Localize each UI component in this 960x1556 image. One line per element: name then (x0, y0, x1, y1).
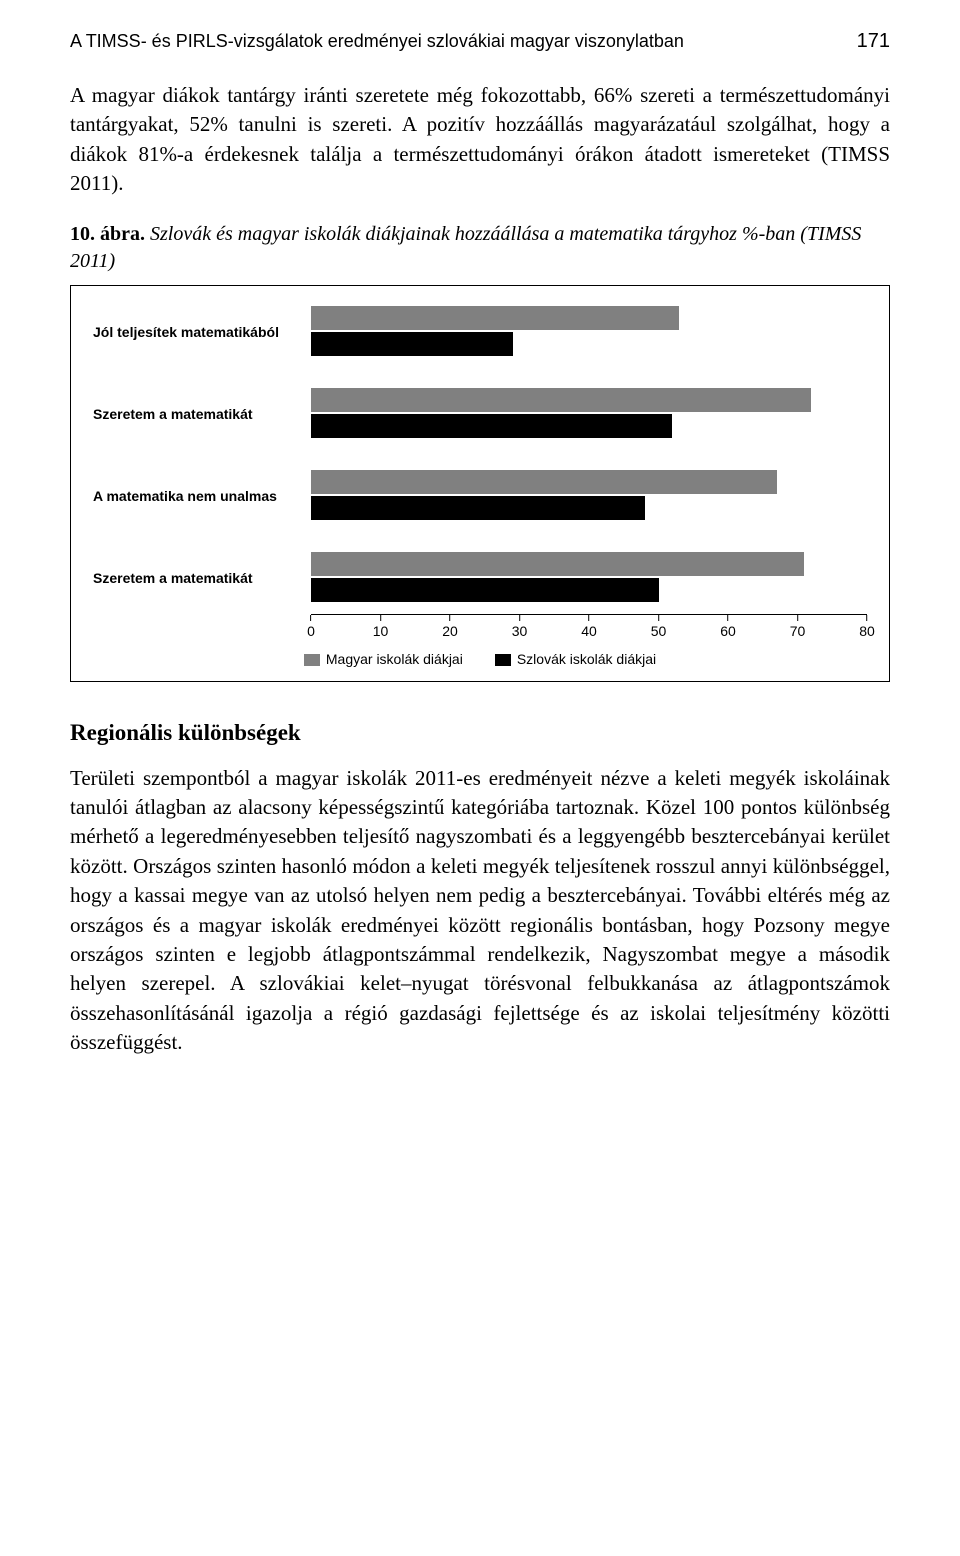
x-axis-tick-label: 0 (307, 623, 315, 639)
chart-category-row: Jól teljesítek matematikából (93, 304, 867, 360)
chart-plot-area: Jól teljesítek matematikából Szeretem a m… (93, 304, 867, 606)
x-axis-tick: 40 (581, 615, 597, 639)
chart-category-row: A matematika nem unalmas (93, 468, 867, 524)
x-axis-tick-mark (380, 615, 381, 621)
chart-container: Jól teljesítek matematikából Szeretem a m… (70, 285, 890, 682)
chart-bars-column (311, 386, 867, 442)
x-axis-tick-label: 40 (581, 623, 597, 639)
x-axis-ticks: 01020304050607080 (311, 615, 867, 639)
chart-bar (311, 332, 513, 356)
chart-category-row: Szeretem a matematikát (93, 386, 867, 442)
chart-bar (311, 496, 645, 520)
legend-label: Szlovák iskolák diákjai (517, 651, 656, 667)
x-axis-tick-mark (310, 615, 311, 621)
chart-category-label: Szeretem a matematikát (93, 570, 311, 586)
x-axis-tick-label: 60 (720, 623, 736, 639)
chart-bars-column (311, 550, 867, 606)
figure-caption: 10. ábra. Szlovák és magyar iskolák diák… (70, 221, 890, 275)
x-axis-tick-mark (658, 615, 659, 621)
chart-bar (311, 552, 804, 576)
chart-bar-pair (311, 468, 867, 524)
x-axis-tick-label: 50 (651, 623, 667, 639)
legend-item: Szlovák iskolák diákjai (495, 651, 656, 667)
legend-item: Magyar iskolák diákjai (304, 651, 463, 667)
chart-bars-column (311, 304, 867, 360)
legend-label: Magyar iskolák diákjai (326, 651, 463, 667)
x-axis-tick: 60 (720, 615, 736, 639)
chart-bar-pair (311, 386, 867, 442)
chart-x-axis: 01020304050607080 (311, 614, 867, 639)
x-axis-tick: 50 (651, 615, 667, 639)
chart-bar-pair (311, 304, 867, 360)
chart-bars-column (311, 468, 867, 524)
legend-swatch (495, 654, 511, 666)
chart-bar (311, 578, 659, 602)
x-axis-tick-mark (519, 615, 520, 621)
running-title: A TIMSS- és PIRLS-vizsgálatok eredményei… (70, 31, 684, 52)
x-axis-tick-label: 20 (442, 623, 458, 639)
chart-category-label: Szeretem a matematikát (93, 406, 311, 422)
x-axis-tick-mark (588, 615, 589, 621)
running-header: A TIMSS- és PIRLS-vizsgálatok eredményei… (70, 30, 890, 53)
section-body-paragraph: Területi szempontból a magyar iskolák 20… (70, 764, 890, 1058)
figure-label: 10. ábra. (70, 223, 145, 245)
x-axis-tick: 70 (790, 615, 806, 639)
legend-swatch (304, 654, 320, 666)
x-axis-tick: 0 (307, 615, 315, 639)
x-axis-tick-mark (449, 615, 450, 621)
x-axis-tick: 80 (859, 615, 875, 639)
chart-bar-pair (311, 550, 867, 606)
chart-bar (311, 414, 672, 438)
x-axis-tick-label: 30 (512, 623, 528, 639)
chart-bar (311, 470, 777, 494)
chart-category-label: Jól teljesítek matematikából (93, 324, 311, 340)
intro-paragraph: A magyar diákok tantárgy iránti szeretet… (70, 81, 890, 199)
x-axis-tick-label: 70 (790, 623, 806, 639)
chart-bar (311, 388, 811, 412)
section-heading: Regionális különbségek (70, 720, 890, 746)
chart-bar (311, 306, 679, 330)
x-axis-tick-label: 10 (373, 623, 389, 639)
x-axis-tick-mark (866, 615, 867, 621)
chart-category-row: Szeretem a matematikát (93, 550, 867, 606)
chart-category-label: A matematika nem unalmas (93, 488, 311, 504)
page: A TIMSS- és PIRLS-vizsgálatok eredményei… (0, 0, 960, 1556)
x-axis-tick: 10 (373, 615, 389, 639)
x-axis-tick: 20 (442, 615, 458, 639)
figure-caption-text: Szlovák és magyar iskolák diákjainak hoz… (70, 223, 861, 272)
x-axis-tick-mark (797, 615, 798, 621)
x-axis-tick-label: 80 (859, 623, 875, 639)
x-axis-tick-mark (727, 615, 728, 621)
chart-legend: Magyar iskolák diákjai Szlovák iskolák di… (93, 651, 867, 667)
x-axis-tick: 30 (512, 615, 528, 639)
page-number: 171 (857, 30, 890, 53)
